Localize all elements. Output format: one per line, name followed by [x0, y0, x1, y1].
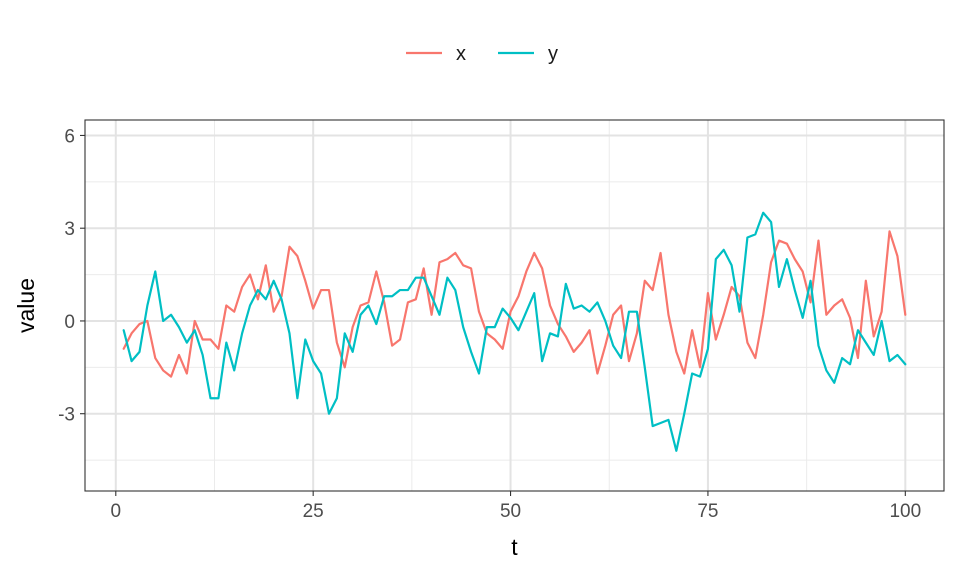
- x-tick-label: 75: [697, 501, 718, 522]
- y-tick-label: 0: [64, 312, 75, 333]
- plot-panel: [84, 119, 945, 492]
- x-axis: 0 25 50 75 100: [111, 491, 921, 522]
- y-tick-label: 6: [64, 126, 75, 147]
- x-tick-label: 50: [500, 501, 521, 522]
- series-lines: [122, 211, 907, 452]
- x-tick-label: 0: [111, 501, 122, 522]
- major-gridlines: [85, 120, 944, 491]
- legend-label-y: y: [548, 43, 558, 65]
- y-axis-title: value: [13, 278, 39, 333]
- legend-label-x: x: [456, 43, 466, 65]
- x-tick-label: 25: [303, 501, 324, 522]
- y-tick-label: -3: [58, 405, 75, 426]
- x-tick-label: 100: [889, 501, 921, 522]
- y-tick-label: 3: [64, 219, 75, 240]
- minor-gridlines: [85, 120, 944, 491]
- x-axis-title: t: [511, 534, 518, 560]
- y-axis: -3 0 3 6: [58, 126, 85, 426]
- series-line-y: [122, 211, 907, 452]
- panel-border: [84, 119, 945, 492]
